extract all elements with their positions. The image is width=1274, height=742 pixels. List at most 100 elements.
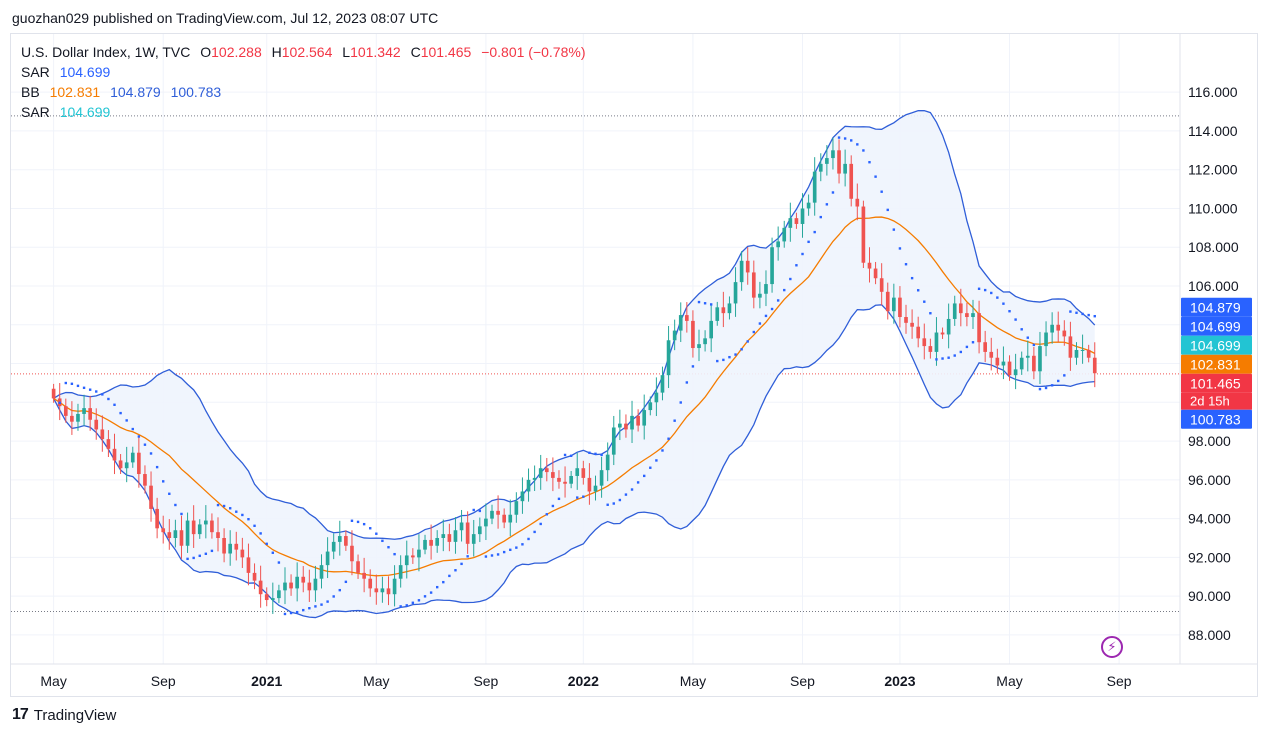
candle-body: [185, 520, 190, 546]
legend-bb-row: BB 102.831 104.879 100.783: [21, 82, 591, 102]
candle-body: [210, 520, 214, 533]
sar-dot: [923, 300, 926, 303]
candle-body: [971, 313, 975, 318]
bb-label: BB: [21, 84, 40, 100]
sar-dot: [186, 557, 189, 561]
sar-dot: [941, 357, 944, 360]
sar-dot: [1087, 313, 1090, 317]
sar-dot: [1026, 336, 1029, 339]
sar1-value: 104.699: [59, 64, 111, 80]
sar-dot: [709, 303, 713, 306]
sar-dot: [667, 437, 670, 440]
sar-dot: [478, 509, 482, 513]
footer-branding[interactable]: 17 TradingView: [12, 706, 116, 724]
candle-body: [538, 468, 543, 478]
bb-lower-value: 100.783: [170, 84, 222, 100]
candle-body: [989, 351, 994, 358]
candle-body: [149, 485, 153, 509]
candle-body: [618, 423, 622, 428]
candle-body: [764, 284, 768, 294]
candle-body: [983, 342, 987, 352]
candle-body: [1056, 324, 1061, 331]
price-label-box: [1181, 316, 1252, 336]
candle-body: [76, 413, 80, 422]
sar-dot: [856, 143, 859, 146]
candle-body: [867, 262, 872, 269]
sar-dot: [180, 512, 183, 516]
candle-body: [411, 555, 415, 558]
sar-dot: [442, 580, 445, 584]
sar-dot: [539, 522, 542, 526]
candle-body: [277, 590, 281, 599]
lightning-icon[interactable]: ⚡: [1101, 636, 1123, 658]
sar-dot: [429, 591, 433, 594]
sar-dot: [977, 287, 981, 290]
sar-dot: [795, 264, 798, 267]
x-tick-label: May: [363, 673, 389, 689]
candle-body: [392, 578, 397, 595]
sar-dot: [277, 561, 281, 564]
sar-dot: [910, 276, 914, 280]
sar-dot: [101, 393, 104, 396]
candle-body: [264, 594, 269, 601]
candle-body: [350, 545, 354, 562]
sar-dot: [825, 203, 829, 206]
candle-body: [575, 468, 580, 476]
sar-dot: [1069, 310, 1072, 313]
price-label-box: [1181, 335, 1252, 355]
sar-dot: [484, 555, 488, 558]
sar-dot: [953, 354, 956, 357]
candle-body: [484, 518, 488, 527]
sar-dot: [222, 504, 226, 508]
sar-dot: [155, 465, 159, 469]
candle-body: [946, 318, 951, 335]
candle-body: [904, 317, 908, 323]
candle-body: [831, 150, 835, 159]
symbol-name: U.S. Dollar Index, 1W, TVC: [21, 44, 191, 60]
high-value: 102.564: [281, 44, 333, 60]
sar-dot: [381, 539, 384, 543]
y-tick-label: 90.000: [1188, 588, 1231, 604]
sar-dot: [95, 390, 98, 393]
candle-body: [100, 429, 105, 440]
sar-dot: [722, 358, 725, 362]
y-tick-label: 88.000: [1188, 627, 1231, 643]
sar-dot: [308, 607, 311, 610]
sar-dot: [594, 452, 597, 456]
sar-dot: [143, 443, 147, 446]
sar-dot: [770, 307, 774, 311]
sar-dot: [959, 350, 963, 354]
sar-dot: [1014, 318, 1017, 321]
y-tick-label: 92.000: [1188, 549, 1231, 565]
sar-dot: [831, 191, 835, 194]
candle-body: [356, 561, 360, 573]
x-tick-label: Sep: [790, 673, 815, 689]
candle-body: [624, 423, 628, 430]
sar-dot: [472, 508, 475, 512]
candle-body: [532, 477, 537, 480]
sar-dot: [691, 365, 695, 368]
sar-dot: [1075, 311, 1078, 314]
sar-dot: [990, 291, 993, 295]
sar-dot: [369, 527, 372, 530]
sar-dot: [350, 519, 354, 522]
candle-body: [715, 307, 720, 321]
sar-dot: [1093, 314, 1096, 318]
candle-body: [1062, 330, 1067, 337]
x-tick-label: 2023: [884, 673, 915, 689]
price-label-box: [1181, 409, 1252, 429]
candle-body: [435, 538, 440, 546]
candle-body: [423, 539, 427, 550]
sar-dot: [612, 502, 615, 505]
sar-dot: [204, 552, 208, 555]
candle-body: [666, 340, 671, 376]
sar-dot: [515, 546, 518, 549]
sar-dot: [1032, 343, 1036, 347]
chart-frame[interactable]: [10, 33, 1258, 697]
candle-body: [837, 150, 841, 174]
price-label-box: [1181, 297, 1252, 317]
candle-body: [368, 578, 373, 589]
sar-dot: [624, 493, 628, 496]
sar-dot: [983, 288, 987, 292]
